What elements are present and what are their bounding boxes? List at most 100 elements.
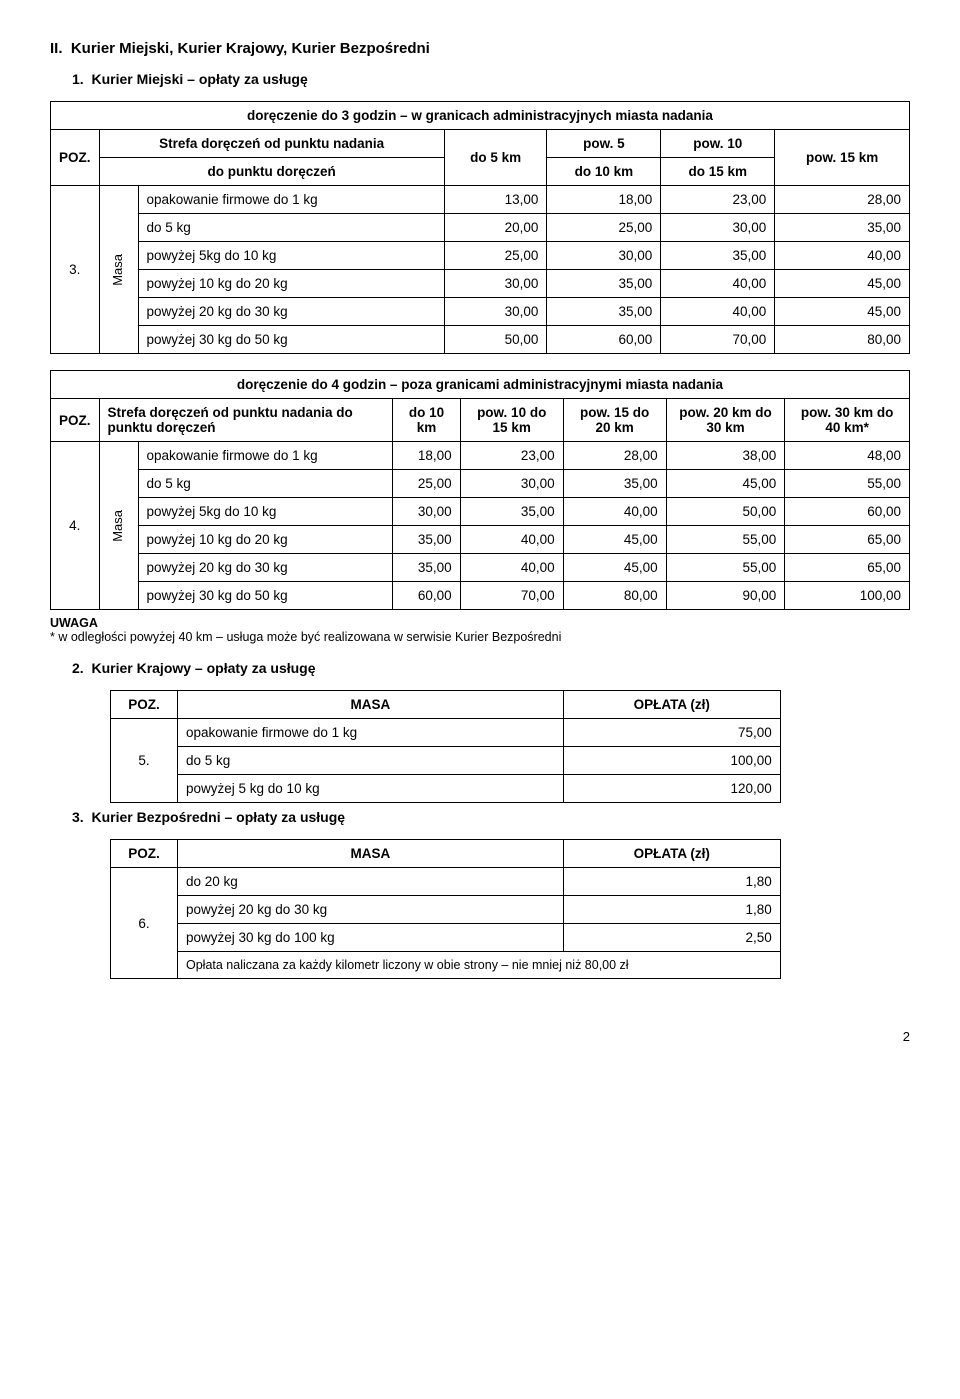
subsection-3-title: 3. Kurier Bezpośredni – opłaty za usługę: [72, 809, 910, 825]
t2-poz: 4.: [51, 442, 100, 610]
t2-r5-l: powyżej 30 kg do 50 kg: [138, 582, 393, 610]
uwaga-text: * w odległości powyżej 40 km – usługa mo…: [50, 630, 910, 644]
t2-r0-v0: 18,00: [393, 442, 460, 470]
t3-h2: MASA: [178, 691, 564, 719]
t2-c5: pow. 30 km do 40 km*: [785, 399, 910, 442]
t2-r4-v1: 40,00: [460, 554, 563, 582]
t1-col3a: pow. 10: [661, 130, 775, 158]
t3-r1-l: do 5 kg: [178, 747, 564, 775]
t4-h2: MASA: [178, 840, 564, 868]
t2-r1-v4: 55,00: [785, 470, 910, 498]
t1-strefa-header-1: Strefa doręczeń od punktu nadania: [99, 130, 444, 158]
t1-r2-v0: 25,00: [444, 242, 547, 270]
t1-strefa-header-2: do punktu doręczeń: [99, 158, 444, 186]
t1-r5-v1: 60,00: [547, 326, 661, 354]
t1-r2-l: powyżej 5kg do 10 kg: [138, 242, 444, 270]
t2-r0-v4: 48,00: [785, 442, 910, 470]
t1-col4: pow. 15 km: [775, 130, 910, 186]
t1-r3-v3: 45,00: [775, 270, 910, 298]
t1-r3-v1: 35,00: [547, 270, 661, 298]
t4-r1-v: 1,80: [563, 896, 780, 924]
t2-r1-v0: 25,00: [393, 470, 460, 498]
t1-r1-v3: 35,00: [775, 214, 910, 242]
t1-r5-v2: 70,00: [661, 326, 775, 354]
t1-r2-v3: 40,00: [775, 242, 910, 270]
t1-caption: doręczenie do 3 godzin – w granicach adm…: [51, 102, 910, 130]
t1-r0-l: opakowanie firmowe do 1 kg: [138, 186, 444, 214]
t2-r4-v0: 35,00: [393, 554, 460, 582]
t2-r5-v4: 100,00: [785, 582, 910, 610]
t1-r1-v0: 20,00: [444, 214, 547, 242]
t2-r3-v1: 40,00: [460, 526, 563, 554]
table-3: POZ. MASA OPŁATA (zł) 5. opakowanie firm…: [110, 690, 781, 803]
t1-r2-v1: 30,00: [547, 242, 661, 270]
t3-r0-v: 75,00: [563, 719, 780, 747]
subsection-2-title: 2. Kurier Krajowy – opłaty za usługę: [72, 660, 910, 676]
t2-caption: doręczenie do 4 godzin – poza granicami …: [51, 371, 910, 399]
t2-r3-v0: 35,00: [393, 526, 460, 554]
t3-r1-v: 100,00: [563, 747, 780, 775]
t1-col3b: do 15 km: [661, 158, 775, 186]
t2-r0-v1: 23,00: [460, 442, 563, 470]
t2-r3-v4: 65,00: [785, 526, 910, 554]
t4-r2-v: 2,50: [563, 924, 780, 952]
t1-r4-v0: 30,00: [444, 298, 547, 326]
t1-r4-v3: 45,00: [775, 298, 910, 326]
t4-h3: OPŁATA (zł): [563, 840, 780, 868]
t2-r2-v3: 50,00: [666, 498, 785, 526]
t2-r3-v3: 55,00: [666, 526, 785, 554]
t2-strefa: Strefa doręczeń od punktu nadania do pun…: [99, 399, 393, 442]
t3-h3: OPŁATA (zł): [563, 691, 780, 719]
t1-r2-v2: 35,00: [661, 242, 775, 270]
t2-r5-v2: 80,00: [563, 582, 666, 610]
table-2: doręczenie do 4 godzin – poza granicami …: [50, 370, 910, 610]
t1-r3-v2: 40,00: [661, 270, 775, 298]
t1-r0-v0: 13,00: [444, 186, 547, 214]
t1-r5-v3: 80,00: [775, 326, 910, 354]
t2-r0-v2: 28,00: [563, 442, 666, 470]
table-1: doręczenie do 3 godzin – w granicach adm…: [50, 101, 910, 354]
t1-col1: do 5 km: [444, 130, 547, 186]
masa-label: Masa: [108, 252, 127, 288]
t3-poz: 5.: [111, 719, 178, 803]
t2-r3-l: powyżej 10 kg do 20 kg: [138, 526, 393, 554]
t3-r0-l: opakowanie firmowe do 1 kg: [178, 719, 564, 747]
t1-col2a: pow. 5: [547, 130, 661, 158]
t4-r2-l: powyżej 30 kg do 100 kg: [178, 924, 564, 952]
t1-r1-v1: 25,00: [547, 214, 661, 242]
t2-r2-v2: 40,00: [563, 498, 666, 526]
t1-poz: 3.: [51, 186, 100, 354]
t2-r0-v3: 38,00: [666, 442, 785, 470]
t4-r1-l: powyżej 20 kg do 30 kg: [178, 896, 564, 924]
t2-r1-v1: 30,00: [460, 470, 563, 498]
t1-r0-v2: 23,00: [661, 186, 775, 214]
t4-r0-l: do 20 kg: [178, 868, 564, 896]
t2-c4: pow. 20 km do 30 km: [666, 399, 785, 442]
t1-r1-v2: 30,00: [661, 214, 775, 242]
section-title: II. Kurier Miejski, Kurier Krajowy, Kuri…: [50, 40, 910, 57]
t4-h1: POZ.: [111, 840, 178, 868]
t4-footer: Opłata naliczana za każdy kilometr liczo…: [178, 952, 781, 979]
t2-r5-v3: 90,00: [666, 582, 785, 610]
t1-r5-v0: 50,00: [444, 326, 547, 354]
subsection-1-title: 1. Kurier Miejski – opłaty za usługę: [72, 71, 910, 87]
t2-r3-v2: 45,00: [563, 526, 666, 554]
t2-r4-v3: 55,00: [666, 554, 785, 582]
t2-r0-l: opakowanie firmowe do 1 kg: [138, 442, 393, 470]
t2-r1-v3: 45,00: [666, 470, 785, 498]
t3-h1: POZ.: [111, 691, 178, 719]
t3-r2-l: powyżej 5 kg do 10 kg: [178, 775, 564, 803]
t4-poz: 6.: [111, 868, 178, 979]
t2-c3: pow. 15 do 20 km: [563, 399, 666, 442]
t2-r2-v1: 35,00: [460, 498, 563, 526]
t2-r1-l: do 5 kg: [138, 470, 393, 498]
page-number: 2: [50, 1029, 910, 1044]
uwaga-label: UWAGA: [50, 616, 910, 630]
t2-c2: pow. 10 do 15 km: [460, 399, 563, 442]
t2-r1-v2: 35,00: [563, 470, 666, 498]
t2-r5-v1: 70,00: [460, 582, 563, 610]
t2-r4-v4: 65,00: [785, 554, 910, 582]
poz-header: POZ.: [51, 130, 100, 186]
masa-label-2: Masa: [108, 508, 127, 544]
t1-r0-v3: 28,00: [775, 186, 910, 214]
